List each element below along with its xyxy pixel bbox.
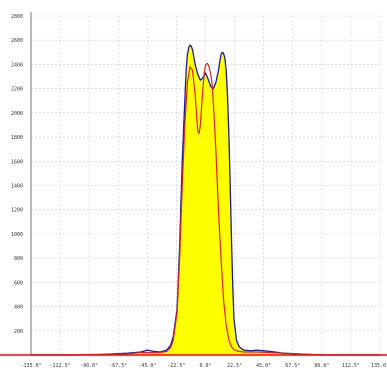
x-tick-label: 90.0°: [314, 363, 329, 369]
y-tick-label: 2400: [11, 62, 23, 68]
x-tick-label: 135.0°: [371, 363, 387, 369]
x-tick-label: 22.5°: [227, 363, 242, 369]
x-tick-label: 45.0°: [256, 363, 271, 369]
y-tick-label: 2600: [11, 38, 23, 44]
y-tick-label: 200: [14, 329, 23, 335]
y-tick-label: 600: [14, 280, 23, 286]
y-tick-label: 400: [14, 305, 23, 311]
y-tick-label: 2000: [11, 111, 23, 117]
y-tick-label: 2800: [11, 14, 23, 20]
x-tick-label: 67.5°: [285, 363, 300, 369]
y-tick-label: 1000: [11, 232, 23, 238]
x-tick-label: -67.5°: [109, 363, 127, 369]
x-tick-label: 112.5°: [342, 363, 360, 369]
x-tick-label: -135.0°: [20, 363, 41, 369]
series-line: [31, 62, 380, 356]
y-tick-label: 2200: [11, 87, 23, 93]
y-tick-label: 1200: [11, 208, 23, 214]
plot-area: [31, 44, 380, 356]
y-tick-label: 1800: [11, 135, 23, 141]
x-tick-label: -22.5°: [167, 363, 185, 369]
x-tick-label: 0.0°: [199, 363, 211, 369]
x-tick-label: -45.0°: [138, 363, 156, 369]
x-tick-label: -112.5°: [50, 363, 71, 369]
series-area-fill: [31, 45, 380, 356]
x-tick-label: -90.0°: [80, 363, 98, 369]
y-tick-label: 800: [14, 256, 23, 262]
y-tick-label: 1400: [11, 184, 23, 190]
axes: 200 400 600 800 1000 1200 1400 1600 1800 2000 2200…: [0, 12, 387, 369]
y-tick-label: 1600: [11, 159, 23, 165]
